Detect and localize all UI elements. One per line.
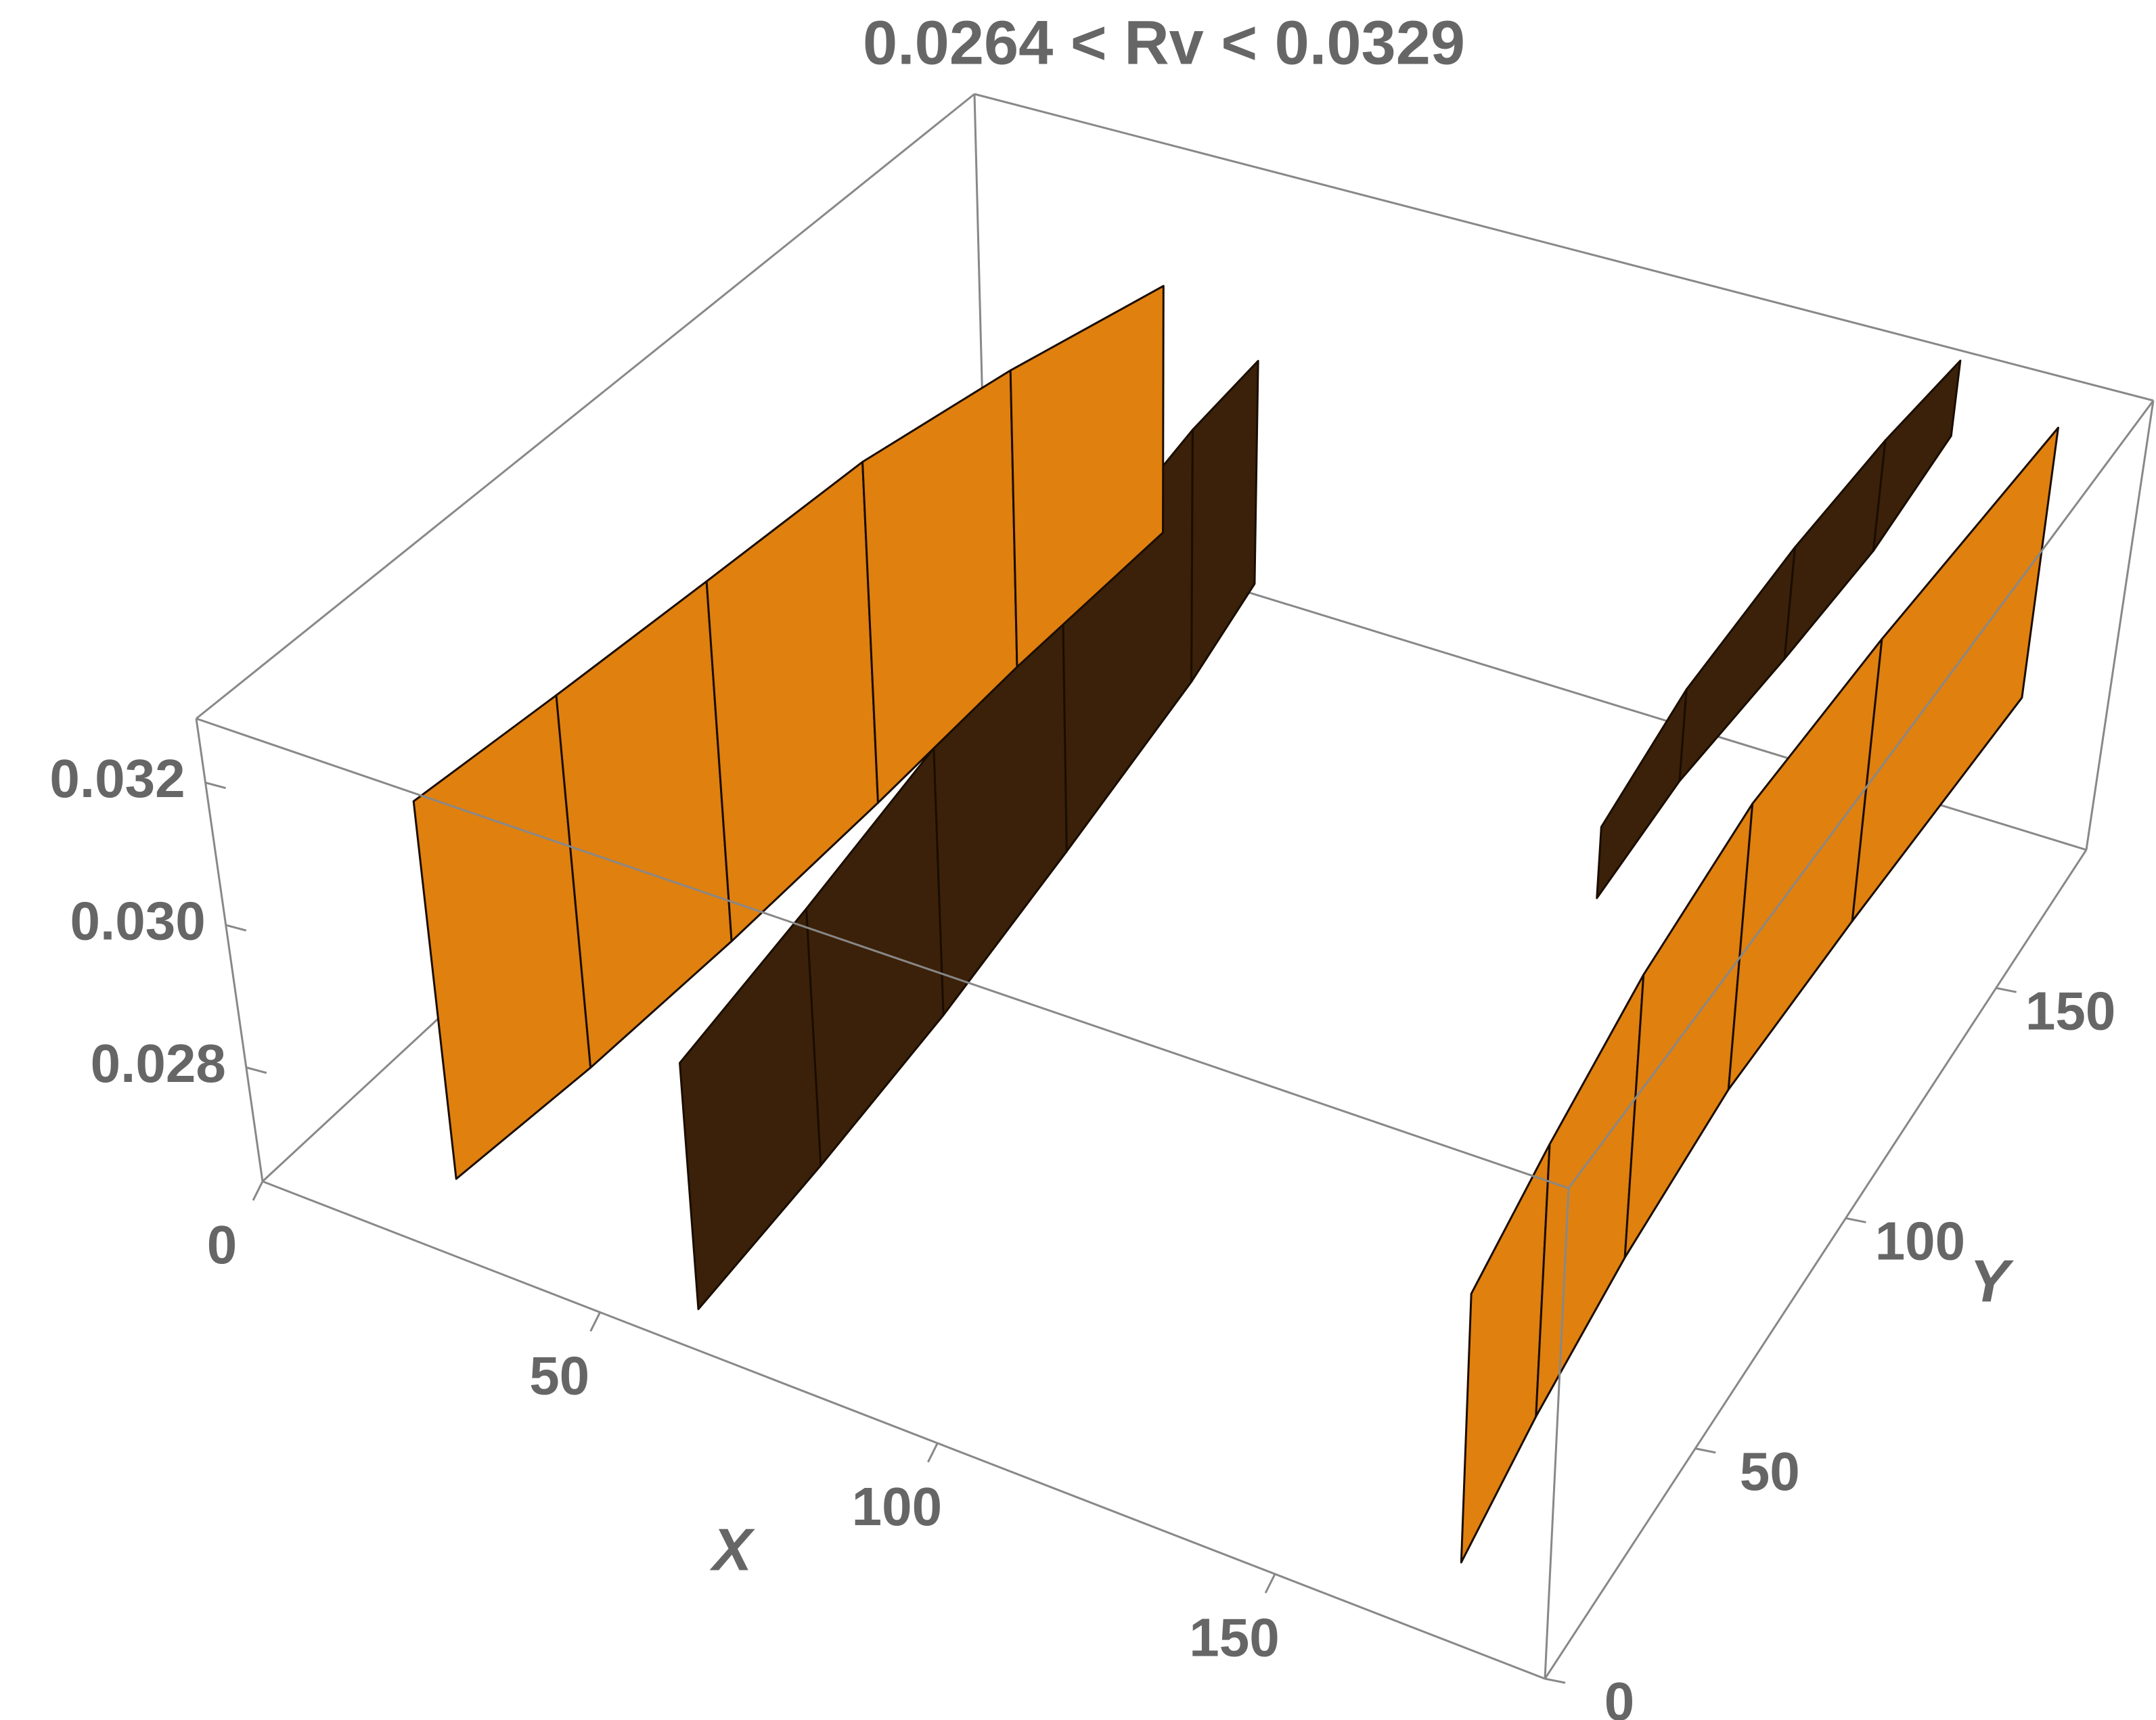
x-tick-label: 0: [207, 1215, 238, 1275]
x-tick-label: 100: [852, 1476, 942, 1537]
box-edge: [195, 718, 264, 1182]
surface-patch: [1851, 426, 2059, 922]
y-tick-label: 50: [1740, 1441, 1800, 1501]
z-tick-label: 0.030: [70, 890, 206, 951]
x-tick: [927, 1443, 939, 1463]
box-edge: [262, 1180, 1546, 1680]
z-tick-label: 0.028: [91, 1033, 226, 1093]
box-edge: [1567, 400, 2155, 1189]
chart-title: 0.0264 < Rv < 0.0329: [863, 8, 1465, 77]
box-edge: [196, 93, 975, 720]
surface-patch: [1783, 439, 1887, 660]
z-tick-label: 0.032: [49, 748, 185, 809]
surface-patch: [1190, 359, 1259, 683]
x-tick: [1264, 1573, 1276, 1593]
x-tick-label: 50: [529, 1346, 589, 1406]
z-tick: [225, 924, 247, 932]
box-edge: [974, 93, 2154, 402]
y-tick-label: 0: [1604, 1671, 1635, 1720]
surface-patch: [1535, 974, 1645, 1418]
box-edge: [2085, 400, 2155, 851]
x-axis-label: X: [709, 1516, 756, 1583]
y-tick-label: 100: [1875, 1211, 1965, 1271]
z-tick: [205, 782, 226, 790]
surface-patch: [1460, 1143, 1551, 1564]
box-edge: [196, 717, 1569, 1190]
y-tick: [1544, 1677, 1566, 1684]
x-tick-label: 150: [1189, 1607, 1279, 1667]
y-tick-label: 150: [2025, 980, 2115, 1041]
y-tick: [1694, 1447, 1716, 1454]
y-tick: [1996, 987, 2017, 993]
surface-patch: [1678, 546, 1797, 782]
box-edge: [1544, 1187, 1570, 1679]
y-axis-label: Y: [1970, 1247, 2015, 1314]
x-tick: [252, 1181, 264, 1201]
surface-patch: [1596, 688, 1688, 899]
y-tick: [1845, 1217, 1866, 1223]
z-tick: [246, 1066, 267, 1074]
x-tick: [589, 1311, 602, 1332]
surface-patch: [1872, 359, 1962, 552]
surface-patch: [1009, 285, 1165, 669]
